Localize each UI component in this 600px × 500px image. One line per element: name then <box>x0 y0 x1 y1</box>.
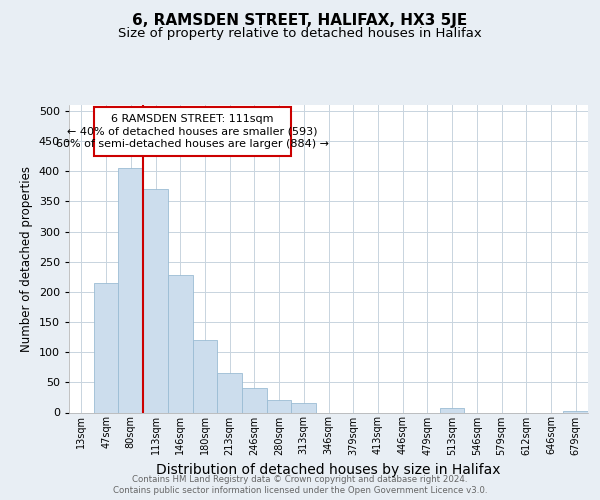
Bar <box>94 107 292 156</box>
Bar <box>292 404 316 412</box>
Text: ← 40% of detached houses are smaller (593): ← 40% of detached houses are smaller (59… <box>67 126 318 136</box>
Text: Contains public sector information licensed under the Open Government Licence v3: Contains public sector information licen… <box>113 486 487 495</box>
Y-axis label: Number of detached properties: Number of detached properties <box>20 166 33 352</box>
Text: 6 RAMSDEN STREET: 111sqm: 6 RAMSDEN STREET: 111sqm <box>112 114 274 124</box>
Bar <box>242 388 267 412</box>
Text: 60% of semi-detached houses are larger (884) →: 60% of semi-detached houses are larger (… <box>56 139 329 149</box>
X-axis label: Distribution of detached houses by size in Halifax: Distribution of detached houses by size … <box>156 463 501 477</box>
Bar <box>440 408 464 412</box>
Text: Size of property relative to detached houses in Halifax: Size of property relative to detached ho… <box>118 28 482 40</box>
Bar <box>193 340 217 412</box>
Bar <box>118 168 143 412</box>
Text: Contains HM Land Registry data © Crown copyright and database right 2024.: Contains HM Land Registry data © Crown c… <box>132 475 468 484</box>
Bar <box>143 190 168 412</box>
Text: 6, RAMSDEN STREET, HALIFAX, HX3 5JE: 6, RAMSDEN STREET, HALIFAX, HX3 5JE <box>133 12 467 28</box>
Bar <box>168 275 193 412</box>
Bar <box>267 400 292 412</box>
Bar <box>94 283 118 412</box>
Bar <box>217 374 242 412</box>
